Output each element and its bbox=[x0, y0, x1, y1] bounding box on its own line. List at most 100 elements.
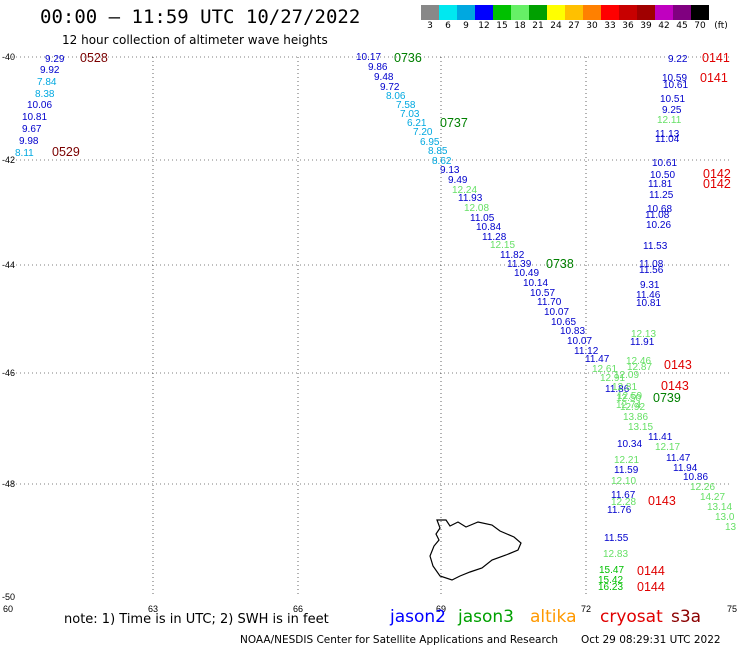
wave-height-obs: 11.94 bbox=[673, 463, 698, 474]
track-time-label: 0142 bbox=[703, 177, 731, 191]
wave-height-obs: 11.47 bbox=[666, 453, 691, 464]
wave-height-obs: 9.31 bbox=[640, 280, 660, 291]
wave-height-obs: 10.81 bbox=[22, 112, 47, 123]
footnote: note: 1) Time is in UTC; 2) SWH is in fe… bbox=[64, 612, 329, 627]
wave-height-obs: 9.25 bbox=[662, 105, 682, 116]
wave-height-obs: 6.21 bbox=[407, 118, 427, 129]
wave-height-obs: 11.82 bbox=[500, 250, 525, 261]
wave-height-obs: 9.67 bbox=[22, 124, 42, 135]
wave-height-obs: 8.11 bbox=[15, 148, 34, 159]
wave-height-obs: 11.12 bbox=[574, 346, 599, 357]
wave-height-obs: 12.50 bbox=[616, 393, 641, 404]
wave-height-obs: 9.72 bbox=[380, 82, 400, 93]
lat-tick-label: -42 bbox=[2, 155, 15, 165]
wave-height-obs: 9.22 bbox=[668, 54, 688, 65]
legend-bin-label: 15 bbox=[496, 21, 508, 31]
wave-height-obs: 10.57 bbox=[530, 288, 555, 299]
wave-height-obs: 10.51 bbox=[660, 94, 685, 105]
legend-swatch bbox=[529, 5, 547, 20]
wave-height-obs: 8.85 bbox=[428, 146, 448, 157]
legend-swatch bbox=[547, 5, 565, 20]
wave-height-obs: 12.11 bbox=[657, 115, 682, 126]
legend-bin-label: 18 bbox=[514, 21, 526, 31]
legend-bin-label: 9 bbox=[463, 21, 469, 31]
wave-height-obs: 11.46 bbox=[636, 290, 661, 301]
wave-height-obs: 10.68 bbox=[647, 204, 672, 215]
wave-height-obs: 8.62 bbox=[432, 156, 452, 167]
lat-tick-label: -40 bbox=[2, 52, 15, 62]
legend-swatch bbox=[565, 5, 583, 20]
wave-height-obs: 11.05 bbox=[470, 213, 495, 224]
wave-height-obs: 11.56 bbox=[639, 265, 664, 276]
wave-height-obs: 12.81 bbox=[612, 382, 637, 393]
wave-height-obs: 11.55 bbox=[604, 533, 629, 544]
observations: 9.299.927.848.3810.0610.819.679.988.1105… bbox=[15, 51, 737, 594]
track-time-label: 0141 bbox=[700, 71, 728, 85]
wave-height-obs: 12.92 bbox=[620, 402, 645, 413]
legend-swatch bbox=[673, 5, 691, 20]
wave-height-obs: 12.46 bbox=[626, 356, 651, 367]
legend-swatch bbox=[439, 5, 457, 20]
track-time-label: 0141 bbox=[702, 51, 730, 65]
axis-tick-labels: -40 -42 -44 -46 -48 -50 60 63 66 69 72 75 bbox=[2, 52, 737, 614]
wave-height-obs: 11.81 bbox=[648, 179, 673, 190]
track-time-label: 0736 bbox=[394, 51, 422, 65]
track-time-label: 0143 bbox=[648, 494, 676, 508]
wave-height-obs: 10.61 bbox=[652, 158, 677, 169]
legend-swatch bbox=[601, 5, 619, 20]
wave-height-obs: 11.59 bbox=[614, 465, 639, 476]
legend-swatch bbox=[655, 5, 673, 20]
lon-tick-label: 66 bbox=[293, 604, 303, 614]
wave-height-obs: 7.20 bbox=[413, 127, 433, 138]
wave-height-obs: 12.26 bbox=[690, 482, 715, 493]
wave-height-obs: 12.59 bbox=[617, 391, 642, 402]
lat-lon-grid bbox=[8, 56, 732, 597]
legend-bin-label: 70 bbox=[694, 21, 706, 31]
track-time-label: 0739 bbox=[653, 391, 681, 405]
wave-height-obs: 10.34 bbox=[617, 439, 642, 450]
wave-height-obs: 11.08 bbox=[645, 210, 670, 221]
legend-bin-label: 42 bbox=[658, 21, 670, 31]
wave-height-obs: 11.93 bbox=[458, 193, 483, 204]
wave-height-obs: 12.91 bbox=[600, 373, 625, 384]
wave-height-obs: 11.28 bbox=[482, 232, 507, 243]
wave-height-obs: 8.06 bbox=[386, 91, 406, 102]
lon-tick-label: 63 bbox=[148, 604, 158, 614]
wave-height-obs: 11.53 bbox=[643, 241, 668, 252]
wave-height-obs: 10.17 bbox=[356, 52, 381, 63]
wave-height-obs: 13.14 bbox=[707, 502, 732, 513]
legend-bin-label: 33 bbox=[604, 21, 616, 31]
wave-height-obs: 7.58 bbox=[396, 100, 416, 111]
wave-height-obs: 9.13 bbox=[440, 165, 460, 176]
wave-height-obs: 11.86 bbox=[605, 384, 630, 395]
wave-height-obs: 9.92 bbox=[40, 65, 60, 76]
wave-height-obs: 12.28 bbox=[611, 497, 636, 508]
track-time-label: 0528 bbox=[80, 51, 108, 65]
legend-bin-label: 6 bbox=[445, 21, 451, 31]
wave-height-obs: 9.48 bbox=[374, 72, 394, 83]
wave-height-obs: 10.84 bbox=[476, 222, 501, 233]
wave-height-obs: 10.07 bbox=[544, 307, 569, 318]
wave-height-obs: 11.04 bbox=[655, 134, 680, 145]
wave-height-obs: 10.83 bbox=[560, 326, 585, 337]
legend-swatch bbox=[691, 5, 709, 20]
legend-swatch bbox=[619, 5, 637, 20]
wave-height-obs: 9.86 bbox=[368, 62, 388, 73]
legend-bin-label: 39 bbox=[640, 21, 652, 31]
wave-height-obs: 11.70 bbox=[537, 297, 562, 308]
legend-bin-label: 27 bbox=[568, 21, 580, 31]
lat-tick-label: -46 bbox=[2, 368, 15, 378]
legend-swatch bbox=[421, 5, 439, 20]
lon-tick-label: 72 bbox=[581, 604, 591, 614]
wave-height-obs: 15.42 bbox=[598, 575, 623, 586]
satellite-legend-s3a: s3a bbox=[671, 607, 702, 627]
track-time-label: 0143 bbox=[661, 379, 689, 393]
wave-height-obs: 12.17 bbox=[655, 442, 680, 453]
wave-height-obs: 12.13 bbox=[631, 329, 656, 340]
wave-height-obs: 11.13 bbox=[655, 129, 680, 140]
wave-height-obs: 11.76 bbox=[607, 505, 632, 516]
lat-tick-label: -44 bbox=[2, 260, 15, 270]
legend-bin-label: 45 bbox=[676, 21, 688, 31]
wave-height-obs: 10.07 bbox=[567, 336, 592, 347]
